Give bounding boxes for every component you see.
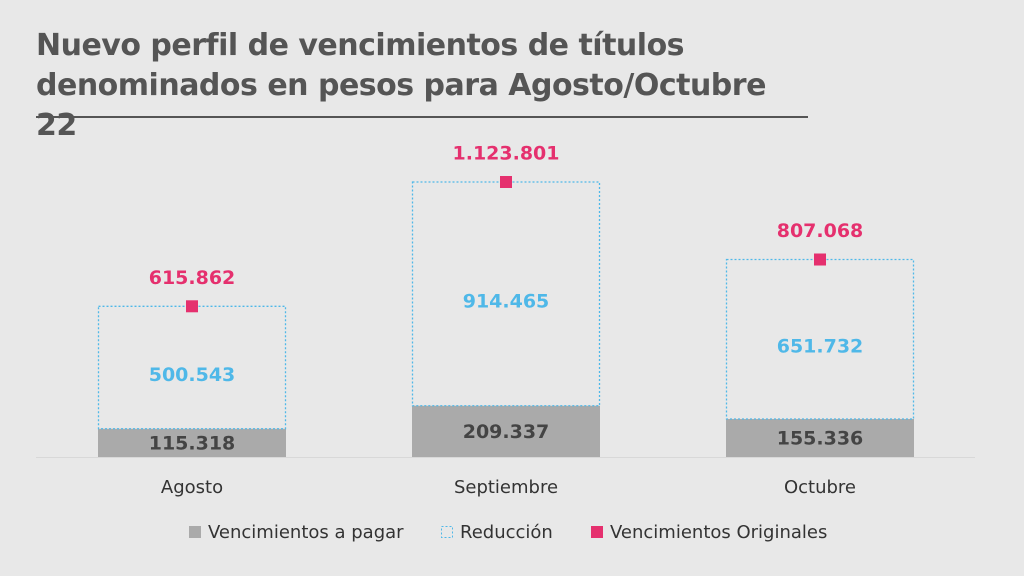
legend-label: Vencimientos Originales [610, 522, 827, 543]
value-label: 209.337 [463, 421, 550, 443]
value-label: 807.068 [777, 220, 864, 242]
value-label: 1.123.801 [453, 143, 560, 165]
legend-swatch [441, 526, 453, 538]
value-label: 155.336 [777, 427, 864, 449]
original-marker [186, 300, 198, 313]
legend-swatch [189, 526, 201, 538]
x-tick-label: Agosto [161, 477, 223, 498]
bar-segment [726, 418, 914, 457]
original-marker [500, 176, 512, 188]
bar-segment [412, 405, 600, 457]
x-tick-label: Octubre [784, 477, 856, 498]
value-label: 115.318 [149, 432, 236, 454]
chart-title: Nuevo perfil de vencimientos de títulos … [36, 28, 766, 143]
legend-label: Reducción [460, 522, 553, 543]
value-label: 914.465 [463, 290, 550, 312]
value-label: 615.862 [149, 267, 236, 289]
bar-segment [98, 428, 286, 457]
x-tick-label: Septiembre [454, 477, 558, 498]
legend-label: Vencimientos a pagar [208, 522, 404, 543]
value-label: 651.732 [777, 336, 864, 358]
value-label: 500.543 [149, 364, 236, 386]
legend-swatch [591, 526, 603, 538]
original-marker [814, 253, 826, 266]
